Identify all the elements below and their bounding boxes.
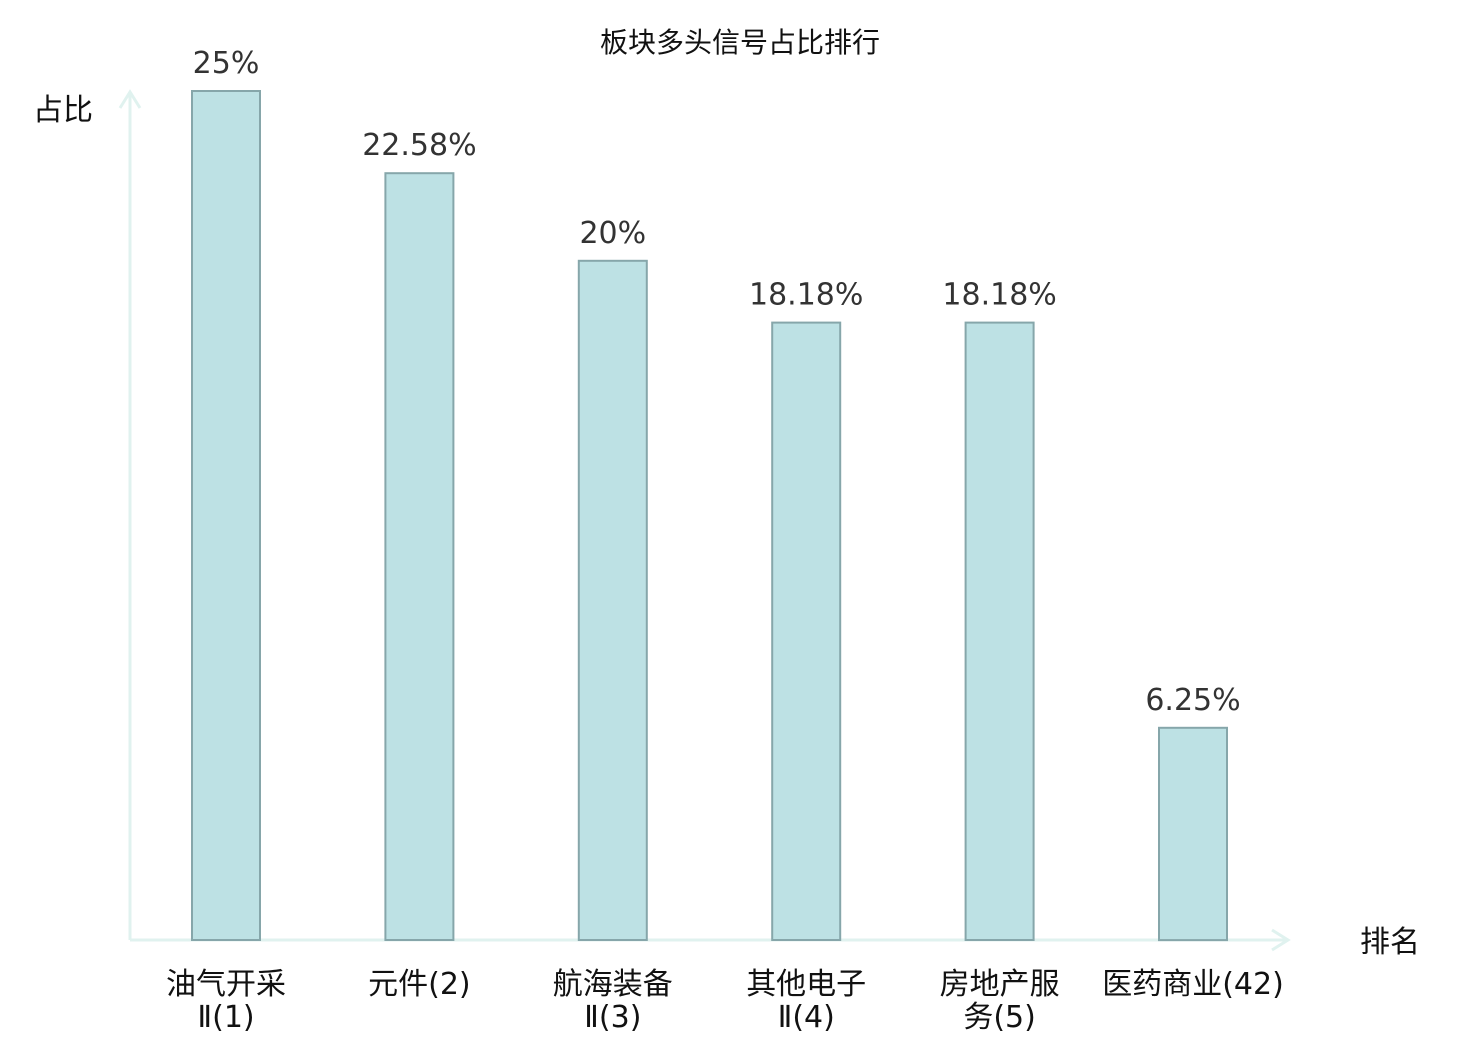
value-label-1: 25% <box>193 46 260 81</box>
category-label-1-line-1: 油气开采 <box>166 967 286 1002</box>
category-label-2-line-1: 元件(2) <box>368 967 471 1002</box>
bar-3 <box>577 259 648 941</box>
category-label-5-line-1: 房地产服 <box>940 967 1060 1002</box>
bar-6 <box>1158 726 1228 942</box>
value-label-3: 20% <box>579 216 646 251</box>
bar-2 <box>384 172 455 941</box>
value-label-2: 22.58% <box>362 128 476 163</box>
category-label-6-line-1: 医药商业(42) <box>1102 967 1284 1002</box>
bar-4 <box>771 321 842 942</box>
value-label-6: 6.25% <box>1145 683 1240 718</box>
category-label-1-line-2: Ⅱ(1) <box>197 1000 254 1035</box>
bars-group <box>191 90 1228 942</box>
axes <box>118 89 1291 952</box>
category-label-5-line-2: 务(5) <box>963 1000 1036 1035</box>
bar-1 <box>191 90 261 941</box>
y-axis-arrow <box>118 89 142 109</box>
category-label-4-line-1: 其他电子 <box>746 967 866 1002</box>
value-labels-group: 25% 22.58% 20% 18.18% 18.18% 6.25% <box>193 46 1241 718</box>
value-label-4: 18.18% <box>749 278 863 313</box>
category-label-3-line-2: Ⅱ(3) <box>584 1000 641 1035</box>
bar-5 <box>964 321 1035 942</box>
category-label-4-line-2: Ⅱ(4) <box>778 1000 835 1035</box>
category-label-3-line-1: 航海装备 <box>553 967 673 1002</box>
x-axis-arrow <box>1271 928 1291 952</box>
y-axis-label: 占比 <box>33 93 93 128</box>
x-axis-label: 排名 <box>1360 925 1420 960</box>
chart-title: 板块多头信号占比排行 <box>600 26 880 59</box>
value-label-5: 18.18% <box>942 278 1056 313</box>
